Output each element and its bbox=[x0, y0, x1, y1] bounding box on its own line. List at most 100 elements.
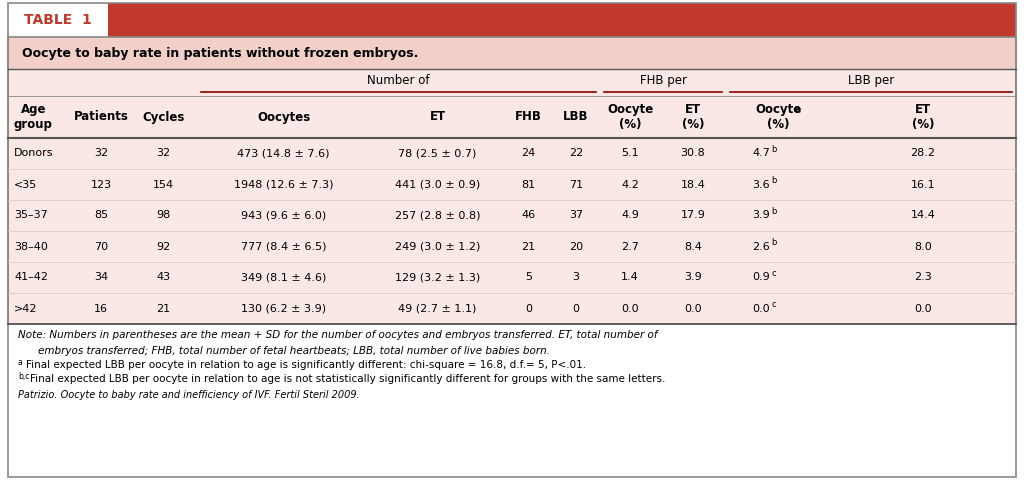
Text: Cycles: Cycles bbox=[142, 110, 184, 123]
Text: 32: 32 bbox=[157, 148, 171, 158]
Text: Oocyte to baby rate in patients without frozen embryos.: Oocyte to baby rate in patients without … bbox=[22, 47, 419, 60]
Text: 18.4: 18.4 bbox=[681, 180, 706, 190]
Text: 154: 154 bbox=[153, 180, 174, 190]
Text: 41–42: 41–42 bbox=[14, 273, 48, 283]
Text: a: a bbox=[18, 358, 23, 367]
Text: TABLE  1: TABLE 1 bbox=[25, 13, 92, 27]
Text: 3.6: 3.6 bbox=[753, 180, 770, 190]
Text: ET
(%): ET (%) bbox=[682, 103, 705, 131]
Text: FHB: FHB bbox=[515, 110, 542, 123]
Text: Number of: Number of bbox=[368, 74, 430, 87]
Text: 1948 (12.6 ± 7.3): 1948 (12.6 ± 7.3) bbox=[233, 180, 333, 190]
Text: 28.2: 28.2 bbox=[910, 148, 936, 158]
Text: b,c: b,c bbox=[18, 372, 30, 381]
Text: FHB per: FHB per bbox=[640, 74, 686, 87]
Text: b: b bbox=[771, 238, 776, 247]
Bar bbox=[8, 37, 1016, 69]
Text: Patrizio. Oocyte to baby rate and inefficiency of IVF. Fertil Steril 2009.: Patrizio. Oocyte to baby rate and ineffi… bbox=[18, 391, 359, 400]
Text: 0.9: 0.9 bbox=[753, 273, 770, 283]
Text: 43: 43 bbox=[157, 273, 171, 283]
Text: b: b bbox=[771, 207, 776, 216]
Text: 5.1: 5.1 bbox=[622, 148, 639, 158]
Text: 249 (3.0 ± 1.2): 249 (3.0 ± 1.2) bbox=[395, 241, 480, 252]
Text: 16.1: 16.1 bbox=[910, 180, 935, 190]
Text: 441 (3.0 ± 0.9): 441 (3.0 ± 0.9) bbox=[395, 180, 480, 190]
Text: 38–40: 38–40 bbox=[14, 241, 48, 252]
Text: 2.7: 2.7 bbox=[622, 241, 639, 252]
Text: 8.4: 8.4 bbox=[684, 241, 701, 252]
Text: 21: 21 bbox=[521, 241, 536, 252]
Text: 71: 71 bbox=[569, 180, 583, 190]
Text: 22: 22 bbox=[569, 148, 583, 158]
Text: Final expected LBB per oocyte in relation to age is significantly different: chi: Final expected LBB per oocyte in relatio… bbox=[26, 360, 586, 371]
Text: 777 (8.4 ± 6.5): 777 (8.4 ± 6.5) bbox=[241, 241, 327, 252]
Bar bbox=[8, 3, 1016, 37]
Text: 70: 70 bbox=[94, 241, 109, 252]
Bar bbox=[8, 3, 108, 37]
Text: 16: 16 bbox=[94, 303, 108, 313]
Text: Oocyte
(%): Oocyte (%) bbox=[607, 103, 653, 131]
Text: 3: 3 bbox=[572, 273, 580, 283]
Text: 3.9: 3.9 bbox=[753, 211, 770, 220]
Text: 98: 98 bbox=[157, 211, 171, 220]
Text: 85: 85 bbox=[94, 211, 109, 220]
Text: 30.8: 30.8 bbox=[681, 148, 706, 158]
Text: 473 (14.8 ± 7.6): 473 (14.8 ± 7.6) bbox=[238, 148, 330, 158]
Text: embryos transferred; FHB, total number of fetal heartbeats; LBB, total number of: embryos transferred; FHB, total number o… bbox=[38, 346, 550, 356]
Text: c: c bbox=[771, 300, 775, 309]
Text: 5: 5 bbox=[525, 273, 532, 283]
Text: >42: >42 bbox=[14, 303, 38, 313]
Text: 943 (9.6 ± 6.0): 943 (9.6 ± 6.0) bbox=[241, 211, 326, 220]
Text: 0.0: 0.0 bbox=[684, 303, 701, 313]
Text: 35–37: 35–37 bbox=[14, 211, 48, 220]
Text: 123: 123 bbox=[90, 180, 112, 190]
Text: 0.0: 0.0 bbox=[753, 303, 770, 313]
Text: 14.4: 14.4 bbox=[910, 211, 936, 220]
Text: 78 (2.5 ± 0.7): 78 (2.5 ± 0.7) bbox=[398, 148, 477, 158]
Text: 8.0: 8.0 bbox=[914, 241, 932, 252]
Bar bbox=[8, 37, 1016, 324]
Text: 0: 0 bbox=[572, 303, 580, 313]
Text: 20: 20 bbox=[569, 241, 583, 252]
Text: 92: 92 bbox=[157, 241, 171, 252]
Text: 4.9: 4.9 bbox=[622, 211, 639, 220]
Text: 4.7: 4.7 bbox=[752, 148, 770, 158]
Text: 81: 81 bbox=[521, 180, 536, 190]
Text: ET
(%): ET (%) bbox=[911, 103, 934, 131]
Text: 24: 24 bbox=[521, 148, 536, 158]
Text: Patients: Patients bbox=[74, 110, 128, 123]
Text: 257 (2.8 ± 0.8): 257 (2.8 ± 0.8) bbox=[394, 211, 480, 220]
Text: ET: ET bbox=[429, 110, 445, 123]
Text: 21: 21 bbox=[157, 303, 171, 313]
Text: Note: Numbers in parentheses are the mean + SD for the number of oocytes and emb: Note: Numbers in parentheses are the mea… bbox=[18, 331, 657, 340]
Text: 0: 0 bbox=[525, 303, 532, 313]
Text: 0.0: 0.0 bbox=[622, 303, 639, 313]
Text: LBB per: LBB per bbox=[848, 74, 894, 87]
Text: 2.3: 2.3 bbox=[914, 273, 932, 283]
Text: Oocyte
(%): Oocyte (%) bbox=[755, 103, 801, 131]
Text: Final expected LBB per oocyte in relation to age is not statistically significan: Final expected LBB per oocyte in relatio… bbox=[30, 374, 666, 384]
Text: 37: 37 bbox=[569, 211, 583, 220]
Text: 32: 32 bbox=[94, 148, 109, 158]
Text: 0.0: 0.0 bbox=[914, 303, 932, 313]
Text: 129 (3.2 ± 1.3): 129 (3.2 ± 1.3) bbox=[395, 273, 480, 283]
Text: b: b bbox=[771, 145, 776, 154]
Text: <35: <35 bbox=[14, 180, 37, 190]
Text: 17.9: 17.9 bbox=[681, 211, 706, 220]
Text: 49 (2.7 ± 1.1): 49 (2.7 ± 1.1) bbox=[398, 303, 477, 313]
Text: 46: 46 bbox=[521, 211, 536, 220]
Text: 4.2: 4.2 bbox=[622, 180, 639, 190]
Text: 34: 34 bbox=[94, 273, 109, 283]
Text: c: c bbox=[771, 269, 775, 278]
Text: a: a bbox=[795, 106, 801, 115]
Text: LBB: LBB bbox=[563, 110, 589, 123]
Text: Oocytes: Oocytes bbox=[257, 110, 310, 123]
Text: 349 (8.1 ± 4.6): 349 (8.1 ± 4.6) bbox=[241, 273, 327, 283]
Text: 1.4: 1.4 bbox=[622, 273, 639, 283]
Bar bbox=[8, 69, 1016, 324]
Text: 130 (6.2 ± 3.9): 130 (6.2 ± 3.9) bbox=[241, 303, 326, 313]
Text: b: b bbox=[771, 176, 776, 185]
Text: 2.6: 2.6 bbox=[753, 241, 770, 252]
Text: Donors: Donors bbox=[14, 148, 53, 158]
Text: 3.9: 3.9 bbox=[684, 273, 701, 283]
